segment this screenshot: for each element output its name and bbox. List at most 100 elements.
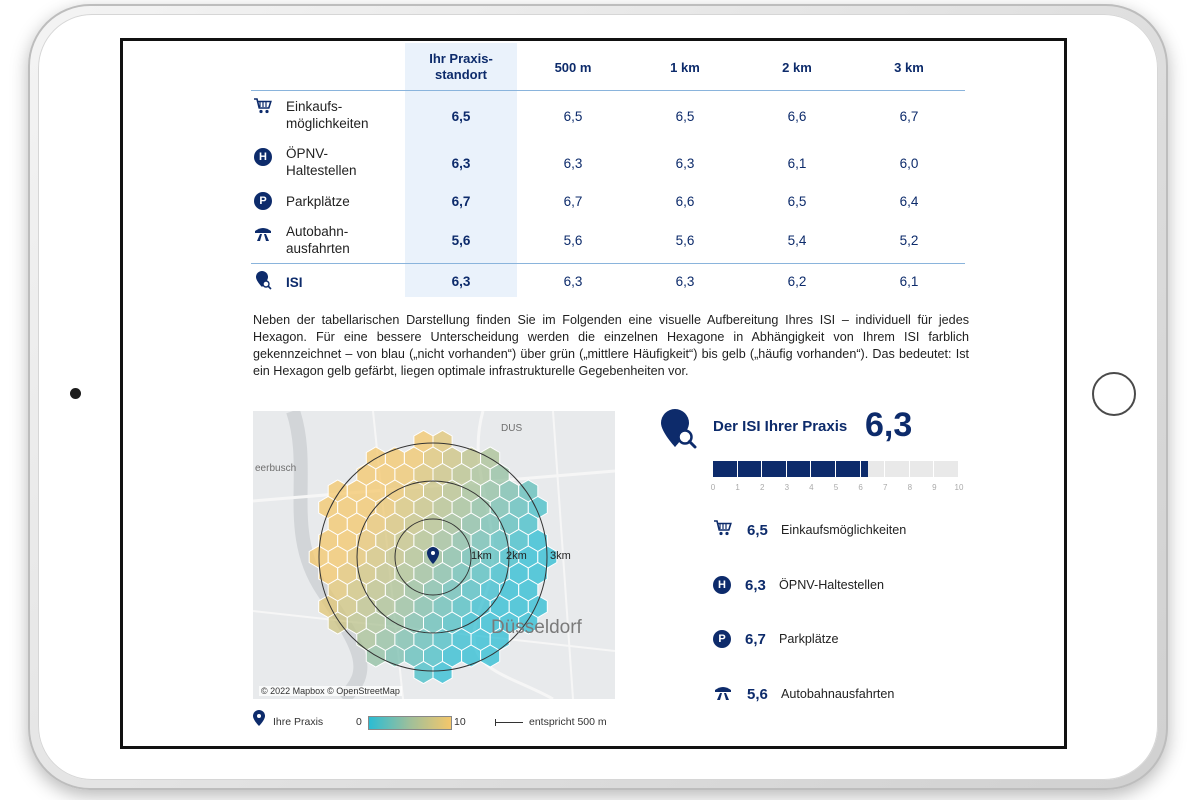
- cell: 6,5: [451, 109, 471, 124]
- place-label: eerbusch: [255, 463, 297, 474]
- scale-segment: [909, 461, 935, 477]
- cell: 6,7: [899, 109, 919, 124]
- highway-icon: [713, 683, 733, 706]
- cell: 6,7: [563, 194, 583, 209]
- cell: 5,2: [899, 233, 919, 248]
- scale-tick-label: 10: [954, 483, 964, 492]
- cell: 5,6: [563, 233, 583, 248]
- cell: 6,4: [899, 194, 919, 209]
- summary-row: P 6,7 Parkplätze: [713, 628, 839, 650]
- row-label-isi: ISI: [286, 275, 303, 290]
- camera-icon: [70, 388, 81, 399]
- scale-segment: [860, 461, 886, 477]
- isi-pin-icon: [253, 270, 273, 290]
- isi-pin-icon: [659, 407, 697, 454]
- scale-tick-label: 5: [833, 483, 839, 492]
- hexagon-cell[interactable]: [413, 660, 434, 685]
- cell: 6,3: [675, 156, 695, 171]
- header-2km: 2 km: [782, 60, 812, 75]
- summary-value: 6,5: [747, 521, 768, 539]
- cell: 5,6: [675, 233, 695, 248]
- scale-segment: [835, 461, 861, 477]
- cell: 6,3: [563, 274, 583, 289]
- header-praxis: Ihr Praxis- standort: [429, 51, 493, 82]
- place-label: DUS: [501, 423, 523, 434]
- shopping-cart-icon: [253, 96, 273, 116]
- cell: 6,1: [787, 156, 807, 171]
- screen: Ihr Praxis- standort 500 m 1 km 2 km 3 k…: [120, 38, 1067, 749]
- cell: 6,3: [675, 274, 695, 289]
- scale-segment: [786, 461, 812, 477]
- summary-row: H 6,3 ÖPNV-Haltestellen: [713, 574, 884, 596]
- cell: 6,7: [451, 194, 471, 209]
- hexagon-map[interactable]: eerbusch DUS 1km 2km 3km Düsseldorf © 20…: [253, 411, 615, 699]
- scale-segment: [885, 461, 910, 477]
- isi-scale-ticks: 0 1 2 3 4 5 6 7 8 9 10: [710, 483, 964, 493]
- cell: 6,3: [451, 156, 471, 171]
- hexagon-cell[interactable]: [327, 611, 348, 635]
- header-1km: 1 km: [670, 60, 700, 75]
- isi-score: 6,3: [865, 406, 913, 444]
- highlight-column: [405, 43, 517, 297]
- scale-tick-label: 1: [735, 483, 740, 492]
- summary-row: 6,5 Einkaufsmöglichkeiten: [713, 519, 906, 541]
- legend-distance: entspricht 500 m: [529, 716, 607, 728]
- hexagon-cell[interactable]: [384, 644, 405, 668]
- legend-scale-min: 0: [356, 716, 362, 728]
- hexagon-cell[interactable]: [518, 611, 539, 635]
- row-label-einkauf: Einkaufs- möglichkeiten: [286, 99, 369, 131]
- scale-segment: [811, 461, 836, 477]
- row-label-parkplaetze: Parkplätze: [286, 194, 350, 209]
- summary-value: 5,6: [747, 685, 768, 703]
- scale-segment: [713, 461, 738, 477]
- header-500m: 500 m: [554, 60, 592, 75]
- scale-tick-label: 8: [907, 483, 913, 492]
- hexagon-cell[interactable]: [432, 660, 453, 685]
- distance-scale-tick: [495, 719, 496, 726]
- highway-icon: [253, 223, 273, 243]
- cell: 6,5: [787, 194, 807, 209]
- summary-value: 6,3: [745, 576, 766, 594]
- scale-segment: [934, 461, 959, 477]
- scale-tick-label: 3: [784, 483, 790, 492]
- header-rule: [251, 90, 965, 91]
- scale-tick-label: 9: [932, 483, 937, 492]
- summary-row: 5,6 Autobahnausfahrten: [713, 683, 894, 705]
- parking-icon: P: [713, 630, 731, 648]
- hexagon-cell[interactable]: [461, 644, 482, 668]
- scale-segment: [762, 461, 787, 477]
- ring-label-2km: 2km: [506, 550, 527, 562]
- row-label-autobahn: Autobahn- ausfahrten: [286, 224, 350, 256]
- parking-icon: P: [253, 191, 273, 211]
- scale-tick-label: 7: [882, 483, 888, 492]
- scale-segment: [737, 461, 763, 477]
- cell: 6,6: [787, 109, 807, 124]
- bus-stop-icon: H: [253, 147, 273, 167]
- bus-stop-icon: H: [713, 576, 731, 594]
- cell: 5,6: [451, 233, 471, 248]
- isi-scale-bar: [713, 461, 959, 477]
- cell: 6,3: [451, 274, 471, 289]
- scale-tick-label: 0: [710, 483, 716, 492]
- cell: 6,0: [899, 156, 919, 171]
- city-label: Düsseldorf: [491, 617, 582, 638]
- scale-tick-label: 6: [858, 483, 863, 492]
- total-rule: [251, 263, 965, 264]
- summary-label: Einkaufsmöglichkeiten: [781, 523, 907, 537]
- practice-pin-icon: [253, 710, 265, 729]
- map-attribution[interactable]: © 2022 Mapbox © OpenStreetMap: [259, 686, 402, 696]
- distance-scale-bar: [495, 722, 523, 723]
- legend-scale-max: 10: [454, 716, 466, 728]
- legend-practice: Ihre Praxis: [273, 716, 324, 728]
- cell: 6,1: [899, 274, 919, 289]
- summary-label: Autobahnausfahrten: [781, 687, 895, 701]
- ring-label-1km: 1km: [471, 550, 492, 562]
- isi-title: Der ISI Ihrer Praxis: [713, 418, 848, 435]
- home-button[interactable]: [1092, 372, 1136, 416]
- cell: 6,6: [675, 194, 695, 209]
- scale-tick-label: 4: [809, 483, 814, 492]
- shopping-cart-icon: [713, 519, 733, 542]
- cell: 6,3: [563, 156, 583, 171]
- legend-gradient: [368, 716, 452, 730]
- description-paragraph: Neben der tabellarischen Darstellung fin…: [253, 313, 969, 378]
